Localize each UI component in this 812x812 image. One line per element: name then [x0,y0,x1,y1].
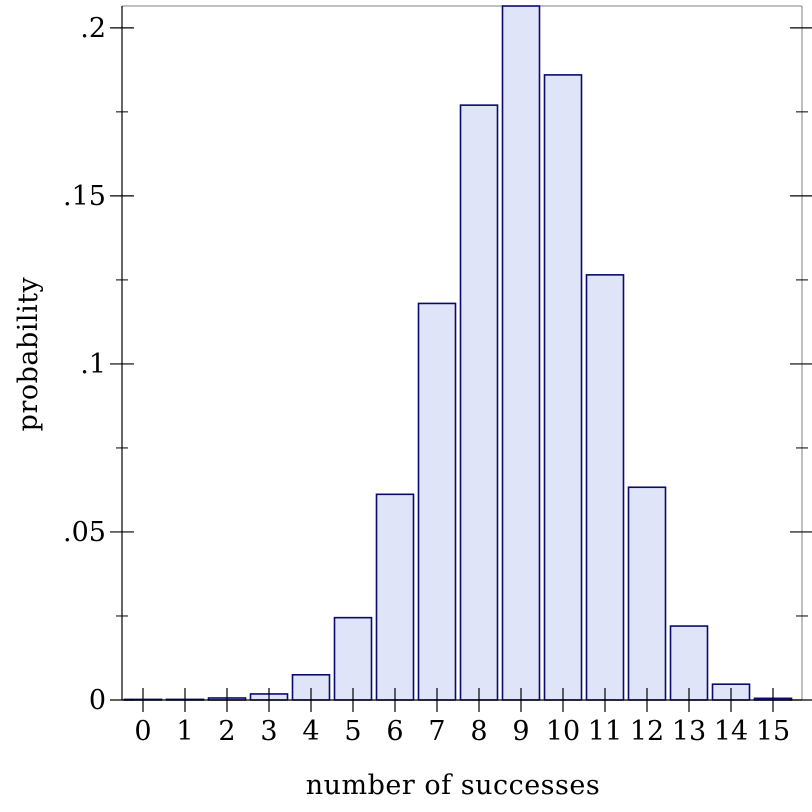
bar-5 [333,616,373,701]
y-tick-label: .15 [63,181,106,212]
x-tick-label: 7 [428,716,445,747]
y-tick-label: .2 [80,13,106,44]
x-tick-label: 2 [218,716,235,747]
bar-11 [585,274,625,701]
x-tick-label: 3 [260,716,277,747]
plot-frame [122,5,803,700]
y-tick-label: .05 [63,517,106,548]
x-tick-label: 1 [176,716,193,747]
x-tick-label: 15 [756,716,790,747]
bar-7 [417,302,457,701]
bar-12 [627,486,667,701]
x-tick-label: 14 [714,716,748,747]
tick-labels: 0.05.1.15.20 1 2 3 4 5 6 7 8 9 10 11 12 13 14 15 [63,13,790,747]
x-tick-label: 11 [588,716,622,747]
bar-6 [375,493,415,701]
x-tick-label: 8 [470,716,487,747]
x-tick-label: 10 [546,716,580,747]
bar-13 [669,625,709,701]
bar-8 [459,104,499,701]
x-tick-label: 13 [672,716,706,747]
x-tick-label: 6 [386,716,403,747]
x-tick-label: 12 [630,716,664,747]
x-tick-label: 4 [302,716,319,747]
bars [123,5,793,701]
y-tick-label: 0 [89,685,106,716]
x-tick-label: 0 [134,716,151,747]
axes [110,6,812,712]
x-axis-title: number of successes [306,770,600,801]
x-tick-label: 5 [344,716,361,747]
y-tick-label: .1 [80,349,106,380]
x-tick-label: 9 [512,716,529,747]
bar-9 [501,5,541,701]
bar-10 [543,74,583,701]
y-axis-title: probability [13,276,44,431]
